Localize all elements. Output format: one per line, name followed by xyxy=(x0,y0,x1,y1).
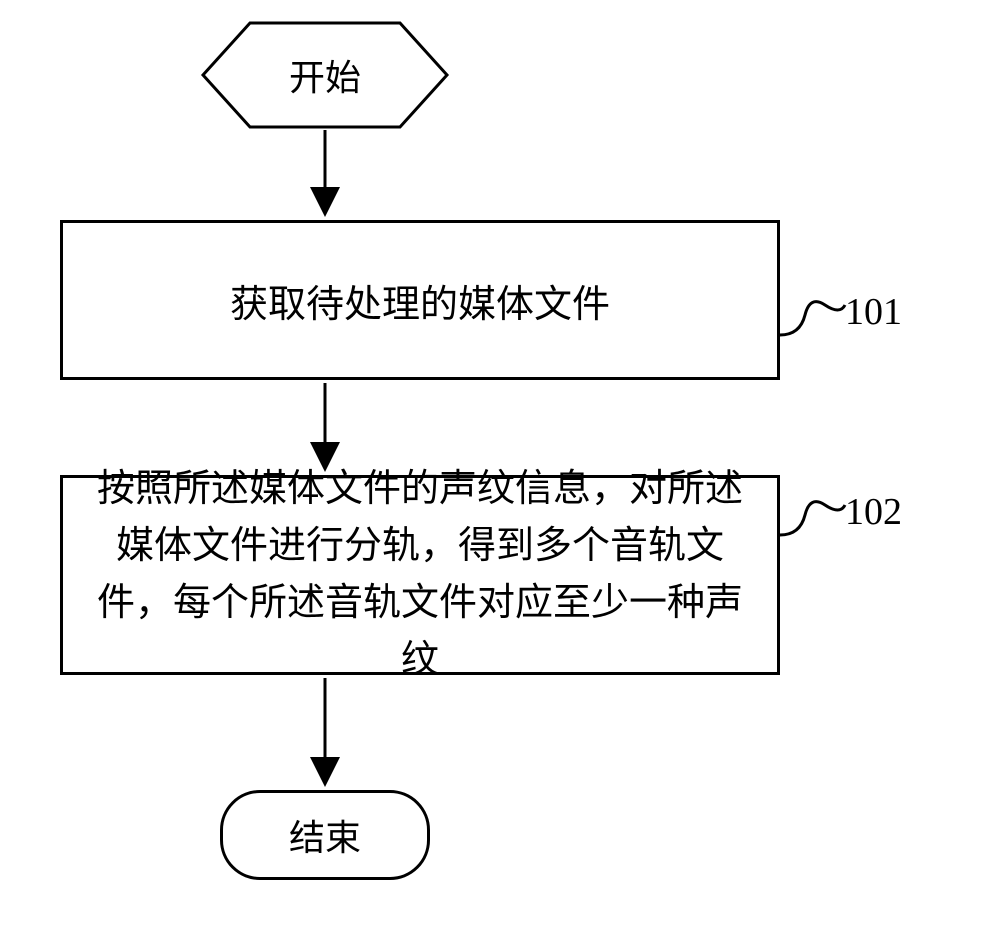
connector-102 xyxy=(780,502,845,535)
flowchart-canvas: 开始 获取待处理的媒体文件 按照所述媒体文件的声纹信息，对所述媒体文件进行分轨，… xyxy=(0,0,1000,933)
connector-101 xyxy=(780,302,845,335)
edge-start-to-101 xyxy=(0,0,1000,933)
